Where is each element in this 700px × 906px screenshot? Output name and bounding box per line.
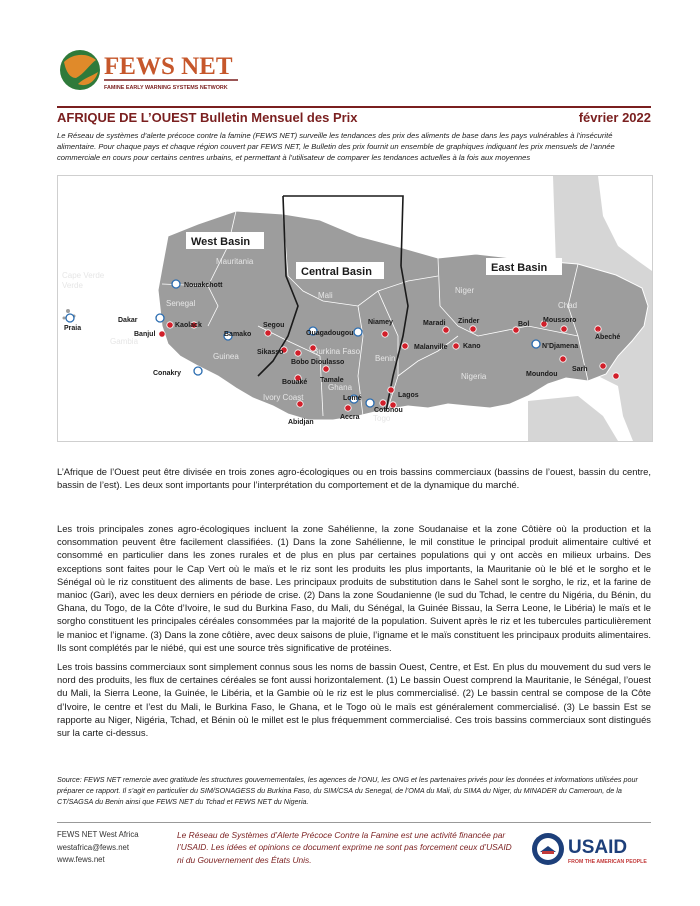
country-label-ivory-coast: Ivory Coast — [263, 393, 304, 402]
svg-text:Verde: Verde — [62, 281, 83, 290]
city-label: Lomé — [343, 395, 362, 402]
country-label-burkina-faso: Burkina Faso — [313, 347, 361, 356]
country-label-guinea: Guinea — [213, 352, 239, 361]
country-label-niger: Niger — [455, 286, 474, 295]
country-label-gambia: Gambia — [110, 337, 139, 346]
svg-text:FEWS NET: FEWS NET — [104, 53, 233, 80]
country-label-chad: Chad — [558, 301, 577, 310]
basin-label-west: West Basin — [191, 236, 250, 248]
footer-disclaimer: Le Réseau de Systèmes d’Alerte Précoce C… — [177, 830, 512, 865]
bulletin-title: AFRIQUE DE L’OUEST Bulletin Mensuel des … — [57, 110, 358, 125]
country-borders — [161, 210, 589, 417]
city-label: Malanville — [414, 344, 448, 351]
city-label: Bobo Dioulasso — [291, 359, 344, 366]
svg-text:FAMINE EARLY WARNING SYSTEMS N: FAMINE EARLY WARNING SYSTEMS NETWORK — [104, 85, 228, 91]
city-label: Abeché — [595, 334, 620, 341]
body-paragraph-2: Les trois principales zones agro-écologi… — [57, 523, 651, 653]
svg-text:USAID: USAID — [568, 837, 627, 858]
market-markers — [158, 320, 620, 412]
usaid-logo: USAID FROM THE AMERICAN PEOPLE — [532, 833, 647, 865]
city-label: Sarh — [572, 366, 588, 373]
country-label-nigeria: Nigeria — [461, 372, 487, 381]
city-label: Accra — [340, 414, 360, 421]
country-label-mauritania: Mauritania — [216, 257, 254, 266]
footer-contact: FEWS NET West Africa westafrica@fews.net… — [57, 829, 139, 867]
city-label: Niamey — [368, 319, 393, 326]
header-rule — [57, 106, 651, 108]
svg-text:FROM THE AMERICAN PEOPLE: FROM THE AMERICAN PEOPLE — [568, 859, 647, 865]
region-name: AFRIQUE DE L’OUEST — [57, 110, 197, 125]
city-label: Sikasso — [257, 349, 283, 356]
city-label: Cotonou — [374, 407, 403, 414]
city-label: Kano — [463, 343, 481, 350]
city-label: Bamako — [224, 331, 251, 338]
bulletin-header: AFRIQUE DE L’OUEST Bulletin Mensuel des … — [57, 110, 651, 130]
city-label: Zinder — [458, 318, 480, 325]
city-label: Segou — [263, 322, 284, 329]
city-label: N’Djamena — [542, 343, 578, 350]
body-paragraph-1: L’Afrique de l’Ouest peut être divisée e… — [57, 466, 651, 491]
city-label: Moundou — [526, 371, 558, 378]
city-label: Nouakchott — [184, 282, 223, 289]
country-label-ghana: Ghana — [328, 383, 353, 392]
city-label: Dakar — [118, 317, 138, 324]
country-label-benin: Benin — [375, 354, 395, 363]
trade-basin-map: West Basin Central Basin East Basin Cape… — [57, 175, 653, 442]
fews-net-logo: FEWS NET FAMINE EARLY WARNING SYSTEMS NE… — [60, 50, 238, 91]
body-paragraph-3: Les trois bassins commerciaux sont simpl… — [57, 661, 651, 739]
city-label: Kaolack — [175, 322, 202, 329]
city-label: Conakry — [153, 370, 181, 377]
city-label: Bol — [518, 321, 529, 328]
country-label-cape-verde: Cape Verde — [62, 271, 105, 280]
country-label-togo: Togo — [373, 414, 391, 423]
city-label: Tamale — [320, 377, 344, 384]
city-label: Abidjan — [288, 419, 314, 426]
intro-text: Le Réseau de systèmes d’alerte précoce c… — [57, 131, 615, 162]
basin-label-central: Central Basin — [301, 266, 372, 278]
country-label-senegal: Senegal — [166, 299, 196, 308]
footer-org: FEWS NET West Africa — [57, 830, 139, 839]
city-label: Moussoro — [543, 317, 576, 324]
city-label: Banjul — [134, 331, 155, 338]
basin-label-east: East Basin — [491, 262, 548, 274]
footer-rule — [57, 822, 651, 823]
footer-website-link[interactable]: www.fews.net — [57, 855, 105, 864]
city-label: Praia — [64, 325, 81, 332]
city-label: Lagos — [398, 392, 419, 399]
source-note: Source: FEWS NET remercie avec gratitude… — [57, 775, 638, 807]
capital-markers — [65, 279, 541, 408]
bulletin-date: février 2022 — [578, 110, 651, 125]
footer-email-link[interactable]: westafrica@fews.net — [57, 842, 130, 852]
city-label: Ouagadougou — [306, 330, 353, 337]
city-label: Bouaké — [282, 379, 307, 386]
city-label: Maradi — [423, 320, 446, 327]
bulletin-subtitle: Bulletin Mensuel des Prix — [200, 110, 358, 125]
country-label-mali: Mali — [318, 291, 333, 300]
